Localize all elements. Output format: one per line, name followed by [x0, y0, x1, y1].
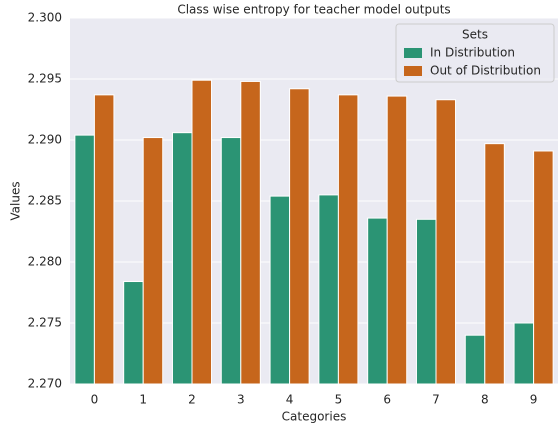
bar	[142, 137, 164, 385]
x-tick-label: 1	[139, 393, 147, 407]
bar	[74, 134, 95, 385]
bar	[464, 334, 486, 385]
y-tick-label: 2.280	[28, 255, 62, 269]
bar	[93, 94, 115, 385]
x-tick-label: 6	[383, 393, 391, 407]
y-tick-label: 2.295	[28, 72, 62, 86]
x-tick-label: 9	[530, 393, 538, 407]
y-tick-label: 2.290	[28, 133, 62, 147]
legend-swatch	[404, 66, 422, 76]
bar	[123, 281, 144, 385]
bar	[367, 217, 388, 385]
y-axis-label: Values	[9, 181, 23, 220]
x-tick-label: 3	[237, 393, 245, 407]
x-tick-label: 4	[286, 393, 294, 407]
x-tick-label: 8	[481, 393, 489, 407]
x-tick-label: 0	[91, 393, 99, 407]
legend-title: Sets	[462, 28, 488, 42]
bar	[513, 322, 535, 385]
bar	[415, 218, 437, 385]
bar	[533, 150, 554, 385]
x-tick-label: 5	[335, 393, 343, 407]
bar	[435, 99, 457, 385]
legend-swatch	[404, 48, 422, 58]
bar	[386, 95, 408, 385]
bar	[269, 195, 291, 385]
bar	[318, 194, 339, 385]
x-axis-label: Categories	[282, 410, 347, 424]
chart-title: Class wise entropy for teacher model out…	[177, 3, 450, 17]
bar	[289, 88, 310, 385]
x-tick-label: 2	[188, 393, 196, 407]
legend-box	[395, 23, 555, 83]
legend-label: In Distribution	[430, 46, 515, 60]
y-tick-label: 2.275	[28, 316, 62, 330]
bar	[240, 80, 261, 385]
x-tick-label: 7	[432, 393, 440, 407]
bar	[171, 132, 193, 385]
bar	[484, 143, 505, 385]
bar	[337, 94, 359, 385]
legend-label: Out of Distribution	[430, 64, 541, 78]
bar	[191, 79, 213, 385]
y-tick-label: 2.300	[28, 11, 62, 25]
y-tick-label: 2.270	[28, 377, 62, 391]
bar	[220, 137, 242, 385]
y-tick-label: 2.285	[28, 194, 62, 208]
